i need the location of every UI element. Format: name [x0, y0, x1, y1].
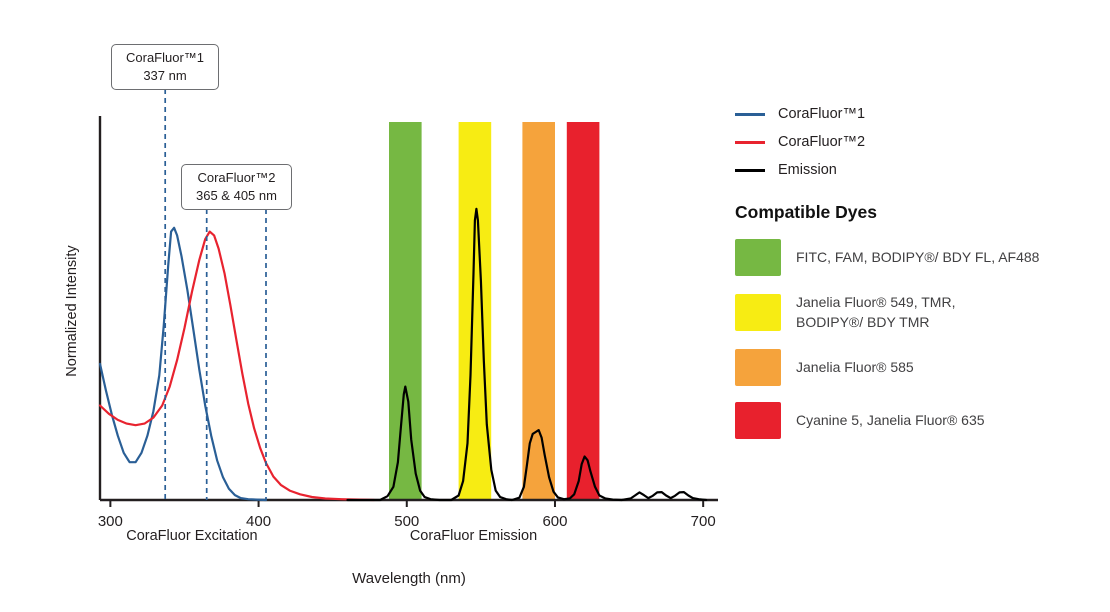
x-tick-label: 700 [691, 513, 716, 530]
x-tick-label: 400 [246, 513, 271, 530]
chart-canvas: 300 400 500 600 700 CoraFluor Excitation CoraF… [64, 89, 718, 587]
dye-color-swatch [735, 239, 781, 276]
legend-panel: CoraFluor™1 CoraFluor™2 Emission Compatibl… [735, 100, 1107, 439]
spectra-chart: 300 400 500 600 700 CoraFluor Excitation CoraF… [64, 44, 718, 587]
axis-group-label-0: CoraFluor Excitation [126, 528, 257, 544]
callout-corafluor1-name: CoraFluor™1 [126, 50, 205, 65]
dye-row-1: FITC, FAM, BODIPY®/ BDY FL, AF488 [735, 239, 1107, 276]
band-orange-filter [522, 122, 555, 500]
legend-item-label: CoraFluor™1 [778, 106, 866, 122]
dye-color-swatch [735, 401, 781, 439]
callout-corafluor2: CoraFluor™2 365 & 405 nm [181, 164, 292, 211]
x-tick-label: 600 [542, 513, 567, 530]
series-legend: CoraFluor™1 CoraFluor™2 Emission [735, 100, 1107, 184]
compatible-dyes-heading: Compatible Dyes [735, 202, 877, 222]
band-red-filter [566, 122, 600, 500]
band-green-filter [389, 122, 422, 500]
x-axis-title: Wavelength (nm) [352, 570, 466, 587]
legend-item-2: CoraFluor™2 [735, 128, 1107, 156]
x-tick-label: 500 [394, 513, 419, 530]
dye-row-3: Janelia Fluor® 585 [735, 348, 1107, 386]
dye-color-swatch [735, 348, 781, 386]
legend-line-sample [735, 112, 765, 116]
callout-corafluor1: CoraFluor™1 337 nm [111, 44, 220, 91]
axis-group-label-1: CoraFluor Emission [410, 528, 537, 544]
y-axis-title: Normalized Intensity [64, 245, 80, 377]
compatible-dyes-list: FITC, FAM, BODIPY®/ BDY FL, AF488 Janelia… [735, 239, 1107, 439]
legend-item-label: CoraFluor™2 [778, 134, 866, 150]
band-yellow-filter [458, 122, 492, 500]
legend-item-1: CoraFluor™1 [735, 100, 1107, 128]
dye-label: Janelia Fluor® 549, TMR, BODIPY®/ BDY TM… [796, 294, 956, 331]
series-curve-1 [98, 230, 376, 502]
dye-color-swatch [735, 293, 781, 331]
legend-item-3: Emission [735, 156, 1107, 184]
dye-label: Cyanine 5, Janelia Fluor® 635 [796, 411, 985, 428]
legend-line-sample [735, 168, 765, 172]
dye-label: Janelia Fluor® 585 [796, 358, 914, 375]
callout-corafluor2-name: CoraFluor™2 [197, 170, 276, 185]
dye-label: FITC, FAM, BODIPY®/ BDY FL, AF488 [796, 249, 1040, 266]
legend-line-sample [735, 140, 765, 144]
x-tick-label: 300 [98, 513, 123, 530]
series-curve-0 [98, 226, 268, 502]
callout-corafluor2-wavelength: 365 & 405 nm [196, 188, 277, 204]
callout-corafluor1-wavelength: 337 nm [143, 68, 187, 84]
series-curve-2 [346, 207, 708, 502]
dye-row-2: Janelia Fluor® 549, TMR, BODIPY®/ BDY TM… [735, 292, 1107, 333]
dye-row-4: Cyanine 5, Janelia Fluor® 635 [735, 401, 1107, 439]
legend-item-label: Emission [778, 162, 837, 178]
